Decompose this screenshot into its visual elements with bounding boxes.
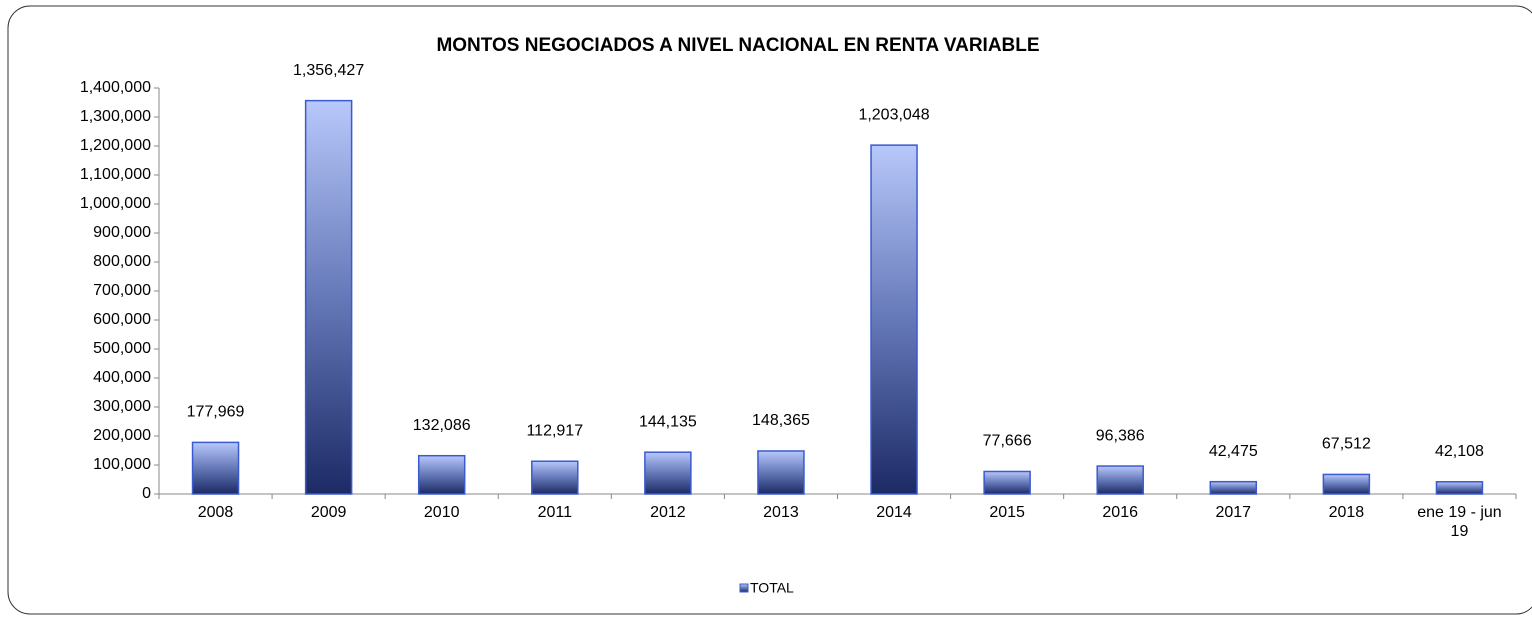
legend-label: TOTAL xyxy=(750,580,794,596)
y-tick-label: 1,400,000 xyxy=(80,79,151,96)
bar xyxy=(1435,481,1484,495)
bar xyxy=(191,441,240,495)
bar xyxy=(1209,480,1258,495)
value-label: 132,086 xyxy=(413,417,471,434)
x-tick-label: 2016 xyxy=(1102,504,1138,521)
legend-swatch xyxy=(739,583,749,593)
x-tick-label: 2010 xyxy=(423,504,460,521)
value-label: 96,386 xyxy=(1096,427,1145,444)
bar xyxy=(1096,465,1144,495)
x-tick-label: 2012 xyxy=(650,504,686,521)
value-label: 1,203,048 xyxy=(858,106,929,123)
x-tick-label: 2011 xyxy=(537,504,572,521)
y-tick-label: 800,000 xyxy=(93,253,151,270)
x-tick-label: 2017 xyxy=(1215,504,1252,521)
y-tick-label: 1,300,000 xyxy=(80,108,151,125)
y-tick-label: 200,000 xyxy=(93,427,151,444)
x-tick-label: ene 19 - jun 19 xyxy=(1417,504,1502,540)
y-tick-label: 300,000 xyxy=(93,398,151,415)
value-label: 67,512 xyxy=(1322,436,1371,453)
bar xyxy=(983,470,1031,495)
y-tick-label: 1,200,000 xyxy=(80,137,151,154)
value-label: 112,917 xyxy=(526,422,583,439)
x-tick-label: 2014 xyxy=(876,504,912,521)
x-tick-label: 2018 xyxy=(1328,504,1365,521)
bar xyxy=(304,99,353,495)
bar xyxy=(757,450,805,495)
x-tick-label: 2015 xyxy=(989,504,1025,521)
value-label: 42,475 xyxy=(1209,443,1258,460)
y-tick-label: 900,000 xyxy=(93,224,151,241)
value-label: 77,666 xyxy=(983,433,1032,450)
bar xyxy=(1322,473,1371,495)
chart-title: MONTOS NEGOCIADOS A NIVEL NACIONAL EN RE… xyxy=(436,35,1039,56)
y-tick-label: 0 xyxy=(142,485,151,502)
x-tick-label: 2009 xyxy=(310,504,347,521)
value-label: 42,108 xyxy=(1435,443,1484,460)
y-tick-label: 1,100,000 xyxy=(80,166,151,183)
value-label: 148,365 xyxy=(752,412,810,429)
bar xyxy=(417,454,466,495)
chart-frame xyxy=(7,5,1532,615)
y-tick-label: 700,000 xyxy=(93,282,151,299)
y-tick-label: 1,000,000 xyxy=(80,195,151,212)
y-tick-label: 100,000 xyxy=(93,456,151,473)
value-label: 144,135 xyxy=(639,413,697,430)
y-tick-label: 400,000 xyxy=(93,369,151,386)
y-tick-label: 600,000 xyxy=(93,311,151,328)
x-tick-label: 2008 xyxy=(197,504,234,521)
value-label: 177,969 xyxy=(187,404,245,421)
bar xyxy=(870,144,918,495)
x-tick-label: 2013 xyxy=(763,504,799,521)
value-label: 1,356,427 xyxy=(293,62,364,79)
bar xyxy=(644,451,692,495)
y-tick-label: 500,000 xyxy=(93,340,151,357)
bar xyxy=(531,460,579,495)
